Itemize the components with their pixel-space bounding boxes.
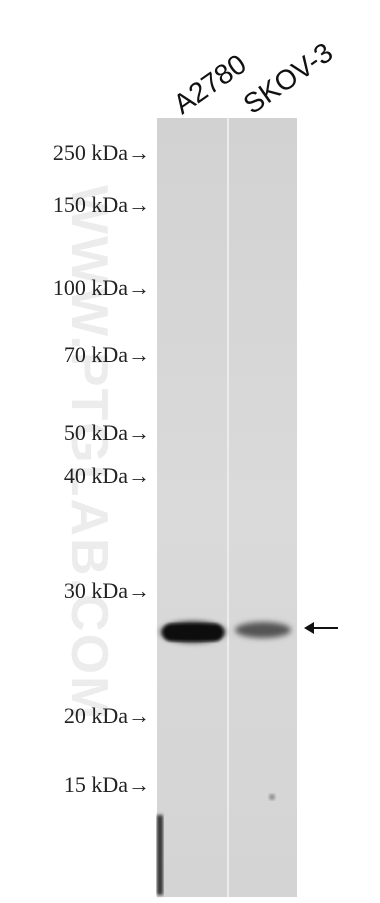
lane-label: A2780 (168, 48, 252, 120)
marker-label: 50 kDa→ (64, 420, 150, 445)
marker-label: 40 kDa→ (64, 463, 150, 488)
marker-label: 15 kDa→ (64, 772, 150, 797)
marker-label: 70 kDa→ (64, 342, 150, 367)
target-arrow (304, 622, 338, 634)
lane-label: SKOV-3 (238, 36, 339, 119)
marker-label: 250 kDa→ (53, 140, 150, 165)
speck (269, 794, 275, 800)
marker-label: 30 kDa→ (64, 578, 150, 603)
band-skov3 (235, 622, 291, 638)
edge-smear (157, 815, 163, 895)
marker-list: 250 kDa→ 150 kDa→ 100 kDa→ 70 kDa→ 50 kDa→ 40… (53, 140, 150, 797)
band-a2780-core (163, 624, 223, 641)
marker-label: 150 kDa→ (53, 192, 150, 217)
watermark: WWW.PTGLAB.COM (60, 185, 118, 721)
marker-label: 20 kDa→ (64, 703, 150, 728)
marker-label: 100 kDa→ (53, 275, 150, 300)
